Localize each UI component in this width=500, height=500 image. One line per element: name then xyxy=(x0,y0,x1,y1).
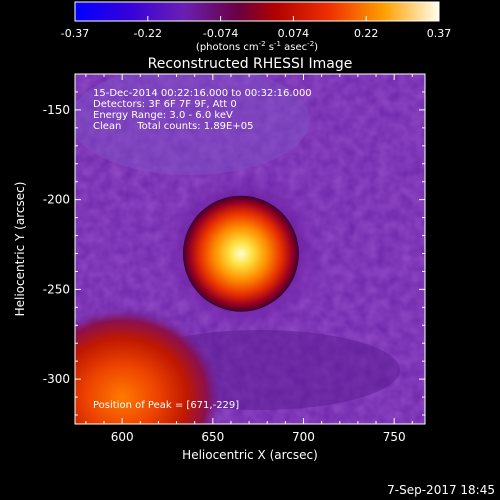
colorbar-ticks: -0.37 -0.22 -0.074 0.074 0.22 0.37 xyxy=(61,16,451,40)
annotation-detectors: Detectors: 3F 6F 7F 9F, Att 0 xyxy=(93,99,237,110)
annotation-energy: Energy Range: 3.0 - 6.0 keV xyxy=(93,110,233,121)
colorbar-tick-label: 0.37 xyxy=(427,27,452,40)
main-source xyxy=(182,195,299,312)
y-axis-label: Heliocentric Y (arcsec) xyxy=(13,182,27,317)
x-axis-ticks: 600 650 700 750 xyxy=(85,74,413,444)
colorbar-tick-label: -0.22 xyxy=(134,27,162,40)
secondary-source xyxy=(75,307,223,424)
annotation-clean: Clean Total counts: 1.89E+05 xyxy=(93,121,253,132)
y-tick-label: -200 xyxy=(43,193,70,207)
colorbar-tick-label: 0.074 xyxy=(278,27,310,40)
chart-title: Reconstructed RHESSI Image xyxy=(148,56,353,72)
plot-frame xyxy=(74,73,426,425)
colorbar xyxy=(74,1,440,22)
x-tick-label: 600 xyxy=(111,430,134,444)
heatmap-image xyxy=(75,74,425,424)
y-tick-label: -150 xyxy=(43,103,70,117)
x-axis-label: Heliocentric X (arcsec) xyxy=(182,448,318,462)
colorbar-tick-label: -0.074 xyxy=(203,27,238,40)
footer-date: 7-Sep-2017 18:45 xyxy=(387,483,495,497)
x-tick-label: 700 xyxy=(292,430,315,444)
y-axis-ticks: -150 -200 -250 -300 xyxy=(43,73,425,416)
annotation-time: 15-Dec-2014 00:22:16.000 to 00:32:16.000 xyxy=(93,88,312,99)
y-tick-label: -250 xyxy=(43,282,70,296)
peak-position-label: Position of Peak = [671,-229] xyxy=(93,400,239,411)
colorbar-tick-label: -0.37 xyxy=(61,27,89,40)
colorbar-tick-label: 0.22 xyxy=(354,27,379,40)
x-tick-label: 650 xyxy=(201,430,224,444)
y-tick-label: -300 xyxy=(43,372,70,386)
x-tick-label: 750 xyxy=(383,430,406,444)
colorbar-unit: (photons cm-2 s-1 asec-2) xyxy=(196,40,318,53)
